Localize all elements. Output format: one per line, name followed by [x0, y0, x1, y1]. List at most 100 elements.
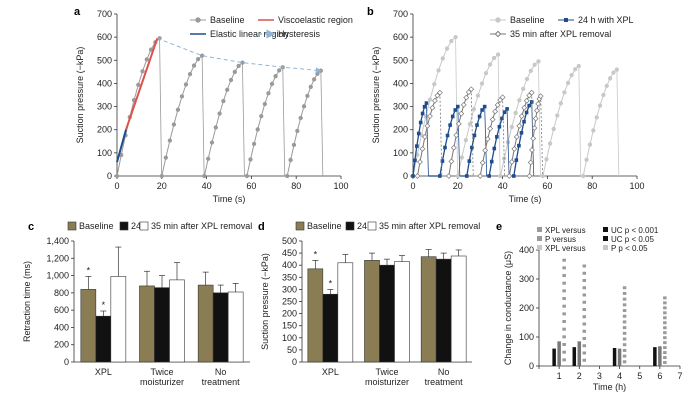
panel-e-xpl-point — [582, 271, 587, 275]
panel-e-xpl-point — [663, 296, 667, 300]
panel-b-xtick-label: 0 — [410, 181, 415, 191]
panel-e-xpl-point — [562, 343, 566, 347]
panel-d-significance-star: * — [314, 249, 318, 259]
panel-b-legend-marker — [494, 30, 502, 38]
panel-b-point-xpl35 — [468, 86, 475, 93]
panel-b-point-xpl35 — [432, 97, 438, 104]
panel-c-xtick-label: XPL — [95, 367, 112, 377]
panel-b-point-baseline — [444, 46, 450, 51]
panel-d-ytick-label: 500 — [282, 236, 297, 246]
panel-c-chart: 0 200 400 600 800 1,000 1,200 1,400 Retraction t… — [22, 221, 252, 387]
panel-e-xpl-point — [582, 286, 587, 290]
panel-d-ytick-label: 350 — [282, 272, 297, 282]
panel-e-legend-swatch — [603, 245, 608, 250]
panel-c-ytick-label: 1,400 — [46, 236, 69, 246]
panel-c-legend-label: 35 min after XPL removal — [151, 221, 252, 231]
panel-b-point-baseline — [467, 121, 473, 127]
panel-b-point-baseline — [587, 142, 593, 147]
panel-b-point-xpl35 — [521, 104, 528, 111]
panel-b-point-baseline — [614, 67, 619, 72]
panel-b-point-xpl35 — [492, 108, 499, 115]
panel-b-point-xpl24 — [450, 114, 455, 119]
panel-b-point-xpl24 — [440, 159, 445, 163]
panel-e-xpl-point — [622, 291, 627, 295]
panel-b-point-baseline — [611, 70, 616, 75]
panel-a-xtick-label: 100 — [333, 181, 348, 191]
panel-a-point-baseline — [225, 87, 230, 92]
panel-d-legend-label: 35 min after XPL removal — [379, 221, 480, 231]
panel-b-point-baseline — [604, 83, 609, 89]
panel-e-xpl-point — [622, 331, 627, 335]
panel-e-xpl-point — [663, 316, 667, 320]
panel-b-point-xpl24 — [475, 123, 479, 127]
panel-b-series-xpl35-cycle — [529, 95, 542, 177]
panel-a-point-baseline — [191, 63, 197, 68]
panel-b-point-xpl24 — [472, 133, 477, 138]
panel-b-point-baseline — [544, 157, 549, 162]
panel-b-xtick-label: 100 — [629, 181, 644, 191]
panel-c-bar-0-2 — [110, 276, 127, 363]
panel-c-bar-1-2 — [169, 279, 185, 363]
panel-a-ytick-label: 500 — [97, 55, 112, 65]
panel-b-point-baseline — [524, 76, 530, 82]
panel-b-chart: 0 100 200 300 400 500 600 700 0 20 40 60 80 100 Time (… — [371, 9, 645, 204]
panel-e-xpl-point — [562, 266, 566, 270]
panel-b-point-xpl35 — [465, 89, 472, 96]
panel-a-series-visco — [125, 37, 159, 131]
panel-e-xpl-point — [562, 320, 566, 324]
panel-d-ytick-label: 400 — [282, 260, 297, 270]
panel-a-series-baseline-release — [282, 67, 286, 177]
panel-a-ytick-label: 600 — [97, 32, 112, 42]
panel-c-ytick-label: 600 — [54, 305, 69, 315]
panel-b-point-xpl24 — [438, 174, 442, 178]
panel-e-xpl-point — [562, 327, 566, 331]
panel-e-ylabel: Change in conductance (μS) — [503, 251, 513, 365]
panel-e-xpl-point — [622, 303, 627, 307]
panel-e-xpl-point — [622, 309, 627, 313]
panel-b-point-xpl24 — [411, 174, 415, 178]
panel-a-series-elastic — [116, 129, 127, 163]
panel-b-point-xpl24 — [524, 110, 529, 115]
panel-b-point-xpl35 — [534, 107, 540, 114]
panel-b-series-baseline-release — [616, 69, 620, 177]
panel-e-xpl-point — [562, 297, 566, 301]
panel-b-point-xpl24 — [420, 111, 425, 116]
panel-b-point-xpl24 — [522, 119, 526, 124]
panel-b-point-baseline — [540, 173, 546, 179]
panel-e-xpl-point — [622, 348, 627, 352]
panel-a-point-baseline — [291, 142, 297, 148]
panel-e-xpl-point — [582, 329, 587, 333]
panel-e-bar-p — [658, 346, 662, 366]
panel-e-legend-label: XPL versus — [545, 226, 586, 235]
panel-d-ytick-label: 50 — [287, 345, 297, 355]
panel-d-legend-label: 24 h — [357, 221, 375, 231]
panel-b-point-xpl35 — [424, 123, 431, 129]
panel-e-ytick-label: 400 — [519, 245, 534, 255]
panel-e-xpl-point — [562, 281, 566, 285]
panel-e-xpl-point — [562, 274, 566, 278]
panel-b-point-xpl35 — [506, 173, 513, 179]
panel-b-point-xpl35 — [436, 89, 443, 96]
panel-e-xtick-label: 4 — [617, 371, 622, 381]
panel-b-point-xpl24 — [470, 145, 474, 150]
panel-d-bar-2-2 — [450, 255, 467, 363]
panel-c-bar-2-1 — [212, 292, 229, 363]
panel-b-point-xpl24 — [492, 146, 497, 151]
panel-b-point-xpl35 — [518, 113, 525, 120]
panel-b-point-xpl35 — [479, 159, 486, 166]
panel-a-point-baseline — [301, 104, 307, 109]
panel-a-point-baseline — [171, 122, 177, 127]
panel-b-point-xpl24 — [480, 108, 484, 112]
panel-b-point-baseline — [576, 63, 581, 69]
panel-e-legend-swatch — [603, 236, 608, 241]
panel-b-point-xpl24 — [500, 116, 504, 121]
panel-c-xtick-label: No treatment — [202, 367, 241, 387]
panel-b-point-baseline — [607, 76, 613, 81]
panel-b-point-xpl24 — [517, 143, 521, 148]
panel-b-ytick-label: 400 — [393, 78, 408, 88]
panel-d-chart: 0 50 100 150 200 250 300 350 400 450 500 Suction pr… — [260, 221, 480, 387]
panel-b-series-baseline-release — [538, 61, 541, 177]
panel-b-point-xpl35 — [508, 159, 515, 165]
panel-b-point-baseline — [517, 98, 522, 103]
panel-a-point-baseline — [206, 156, 211, 161]
